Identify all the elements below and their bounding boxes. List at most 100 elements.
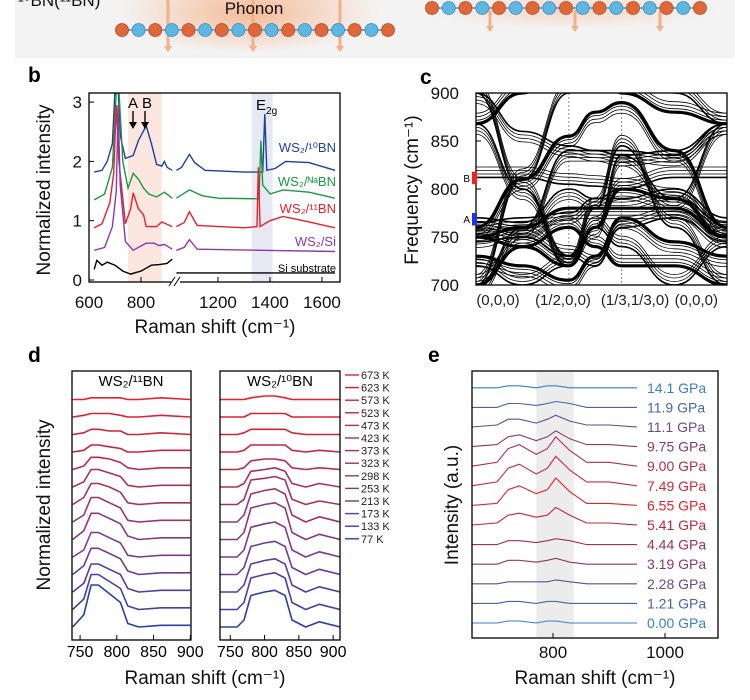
spectrum-left-323k bbox=[72, 496, 191, 523]
spectrum-right-373k bbox=[220, 475, 340, 506]
phonon-band-13-branch bbox=[476, 192, 727, 227]
y-axis-label: Intensity (a.u.) bbox=[442, 445, 463, 565]
boron-atom bbox=[626, 1, 640, 15]
peak-label-a: A bbox=[128, 95, 138, 112]
phonon-band-15-branch bbox=[476, 224, 727, 285]
pressure-label: 5.41 GPa bbox=[647, 517, 706, 533]
series-line-2-seg1 bbox=[176, 167, 336, 229]
y-tick-label: 750 bbox=[431, 228, 459, 247]
pressure-label: 1.21 GPa bbox=[647, 595, 706, 611]
y-tick-label: 0 bbox=[73, 271, 82, 290]
phonon-band-4 bbox=[476, 176, 727, 190]
spectrum-111gpa bbox=[471, 414, 638, 428]
spectrum-900gpa bbox=[471, 435, 638, 467]
y-tick-label: 3 bbox=[73, 93, 82, 112]
spectrum-left-373k bbox=[72, 482, 191, 506]
spectrum-right-77k bbox=[220, 589, 340, 628]
boron-atom bbox=[181, 23, 196, 37]
phonon-band-2 bbox=[476, 93, 727, 285]
panel-e-pressure-spectra: 14.1 GPa 11.9 GPa 11.1 GPa 9.75 GPa 9.00 GPa… bbox=[442, 370, 719, 689]
boron-atom bbox=[425, 1, 439, 15]
spectrum-left-173k bbox=[72, 563, 191, 593]
spectrum-right-323k bbox=[220, 487, 340, 523]
nitrogen-atom bbox=[331, 23, 346, 37]
schematic-banner: ¹⁰BN(¹¹BN) Phonon bbox=[15, 0, 735, 58]
phonon-label: Phonon bbox=[225, 0, 284, 18]
pressure-label: 11.1 GPa bbox=[647, 419, 705, 435]
series-line-4-seg0 bbox=[93, 258, 173, 275]
phonon-band-3-branch bbox=[476, 109, 727, 235]
spectrum-right-213k bbox=[220, 540, 340, 576]
pressure-label: 0.00 GPa bbox=[647, 615, 706, 631]
nitrogen-atom bbox=[508, 1, 523, 15]
x-tick-label: 1400 bbox=[251, 293, 289, 312]
legend-label: 473 K bbox=[361, 420, 390, 432]
nitrogen-atom bbox=[642, 1, 657, 15]
arrowhead-icon bbox=[571, 26, 579, 32]
spectrum-right-298k bbox=[220, 501, 340, 541]
phonon-band-12-branch bbox=[476, 223, 727, 282]
pressure-label: 3.19 GPa bbox=[647, 556, 706, 572]
series-label: WS₂/¹¹BN bbox=[280, 201, 336, 216]
series-label: WS₂/ᴺᵃBN bbox=[278, 174, 336, 189]
phonon-band-14-branch bbox=[476, 213, 727, 263]
phonon-band-1-branch bbox=[476, 126, 727, 261]
nitrogen-atom bbox=[542, 1, 557, 15]
x-tick-label: 850 bbox=[140, 644, 167, 661]
panel-b-raman-spectra: 600 800 1200 1400 1600 0 1 2 3 WS₂/¹⁰BN WS₂/ᴺᵃBN W… bbox=[34, 92, 341, 338]
panel-label-d: d bbox=[28, 344, 41, 367]
panel-label-b: b bbox=[28, 64, 41, 87]
pressure-label: 7.49 GPa bbox=[647, 478, 706, 494]
legend-label: 173 K bbox=[361, 509, 390, 521]
arrowhead-icon bbox=[129, 122, 137, 129]
peak-label-b: B bbox=[142, 95, 152, 112]
peak-label-e2g: E2g bbox=[256, 97, 277, 117]
legend-label: 623 K bbox=[361, 383, 390, 395]
panel-d-temperature-spectra: WS₂/¹¹BN WS₂/¹⁰BN 750 800 850 900 750 800 850 9… bbox=[34, 370, 390, 689]
plot-frame-left bbox=[71, 370, 192, 641]
phonon-band-4-branch bbox=[476, 170, 727, 183]
x-tick-label: 800 bbox=[539, 643, 567, 662]
x-tick-label: 750 bbox=[217, 644, 244, 661]
mode-marker-label: B bbox=[463, 174, 470, 185]
phonon-band-0-branch bbox=[476, 93, 727, 121]
boron-atom bbox=[214, 23, 229, 37]
phonon-band-8-branch bbox=[485, 93, 727, 279]
y-tick-label: 2 bbox=[73, 152, 82, 171]
spectrum-right-133k bbox=[220, 571, 340, 611]
spectrum-975gpa bbox=[471, 430, 638, 448]
spectrum-right-573k bbox=[220, 428, 340, 436]
nitrogen-atom bbox=[441, 1, 456, 15]
subplot-title-10bn: WS₂/¹⁰BN bbox=[247, 373, 313, 390]
boron-atom bbox=[347, 23, 362, 37]
arrowhead-icon bbox=[336, 46, 344, 52]
spectrum-right-473k bbox=[220, 458, 340, 471]
phonon-band-2-branch bbox=[476, 93, 727, 275]
legend-label: 133 K bbox=[361, 521, 390, 533]
x-tick-label: 1200 bbox=[199, 293, 237, 312]
axis-break-icon bbox=[168, 276, 181, 287]
series-label: WS₂/Si bbox=[295, 234, 336, 249]
y-tick-label: 1 bbox=[73, 212, 82, 231]
phonon-band-9-branch bbox=[476, 218, 727, 248]
arrowhead-icon bbox=[164, 46, 172, 52]
spectrum-left-573k bbox=[72, 428, 191, 436]
y-axis-label: Normalized intensity bbox=[34, 419, 55, 591]
mode-marker-label: A bbox=[463, 215, 470, 226]
y-tick-label: 800 bbox=[431, 180, 459, 199]
boron-atom bbox=[458, 1, 473, 15]
nitrogen-atom bbox=[131, 23, 146, 37]
phonon-band-7-branch bbox=[483, 126, 727, 285]
spectrum-left-673k bbox=[72, 396, 191, 401]
k-point-label: (0,0,0) bbox=[675, 292, 718, 309]
phonon-band-15 bbox=[476, 216, 727, 282]
arrowhead-icon bbox=[656, 26, 664, 32]
subplot-title-11bn: WS₂/¹¹BN bbox=[99, 373, 164, 390]
boron-atom bbox=[314, 23, 329, 37]
y-tick-label: 700 bbox=[431, 276, 459, 295]
x-tick-label: 800 bbox=[103, 644, 130, 661]
nitrogen-atom bbox=[475, 1, 490, 15]
legend-label: 423 K bbox=[361, 433, 390, 445]
phonon-band-15-branch bbox=[476, 227, 727, 285]
